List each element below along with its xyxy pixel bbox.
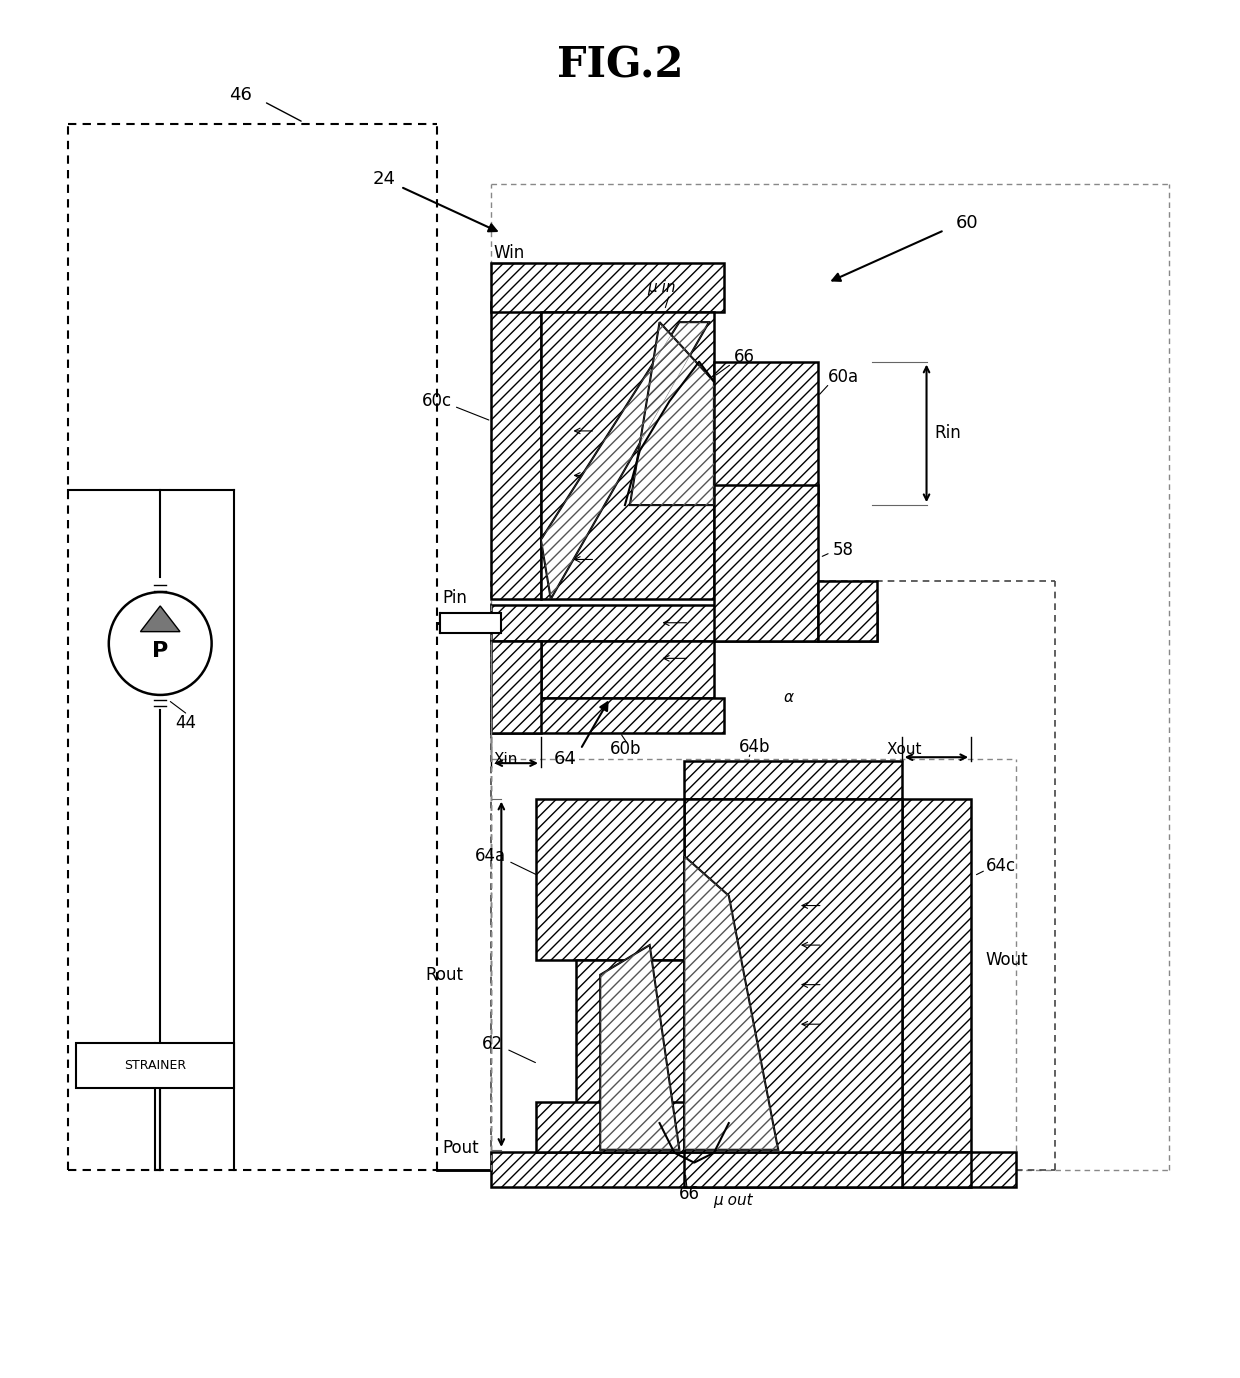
Text: Xin: Xin: [494, 752, 518, 766]
Bar: [491, 641, 541, 733]
Polygon shape: [541, 322, 709, 599]
Bar: [684, 1152, 901, 1188]
Bar: [901, 799, 971, 1152]
Text: P: P: [153, 641, 169, 661]
Text: 60b: 60b: [610, 740, 641, 758]
Text: 60c: 60c: [422, 393, 451, 411]
Bar: [684, 799, 901, 1152]
Bar: [536, 799, 684, 960]
Text: μ out: μ out: [713, 1193, 753, 1207]
Text: Pout: Pout: [441, 1138, 479, 1156]
Text: μ in: μ in: [647, 280, 676, 295]
Polygon shape: [600, 945, 680, 1149]
Bar: [491, 302, 541, 599]
Text: Win: Win: [494, 244, 525, 262]
Bar: [491, 1152, 1016, 1188]
Text: Rout: Rout: [425, 966, 464, 984]
Text: 64: 64: [554, 750, 577, 768]
Bar: [714, 485, 817, 641]
Text: 64c: 64c: [986, 857, 1016, 875]
Bar: [575, 960, 684, 1152]
Bar: [491, 697, 724, 733]
Bar: [491, 605, 877, 641]
Text: 60a: 60a: [827, 368, 859, 386]
Bar: [901, 1152, 971, 1188]
Text: Wout: Wout: [986, 951, 1028, 969]
Text: 66: 66: [680, 1185, 701, 1203]
Bar: [541, 641, 714, 697]
Text: α: α: [784, 690, 794, 706]
Bar: [536, 1102, 684, 1152]
Bar: [541, 313, 714, 599]
Text: 58: 58: [832, 540, 853, 558]
Text: Rin: Rin: [935, 424, 961, 442]
Text: 60: 60: [956, 214, 978, 233]
Polygon shape: [630, 322, 714, 506]
Text: 64b: 64b: [739, 739, 770, 757]
Text: STRAINER: STRAINER: [124, 1060, 186, 1072]
Text: 66: 66: [734, 347, 755, 365]
Text: FIG.2: FIG.2: [557, 44, 683, 85]
Bar: [684, 761, 901, 799]
Bar: [817, 582, 877, 641]
Text: 62: 62: [482, 1035, 503, 1053]
Text: Pin: Pin: [441, 588, 467, 608]
Text: Xout: Xout: [887, 741, 923, 757]
Text: 64a: 64a: [475, 847, 506, 865]
Text: 46: 46: [229, 85, 252, 103]
Bar: [714, 361, 817, 506]
Bar: [76, 1043, 234, 1089]
Circle shape: [109, 593, 212, 695]
Bar: [491, 263, 724, 313]
Polygon shape: [684, 856, 779, 1149]
Bar: [440, 613, 501, 633]
Polygon shape: [140, 606, 180, 631]
Text: 44: 44: [175, 714, 196, 732]
Text: 24: 24: [373, 169, 396, 187]
